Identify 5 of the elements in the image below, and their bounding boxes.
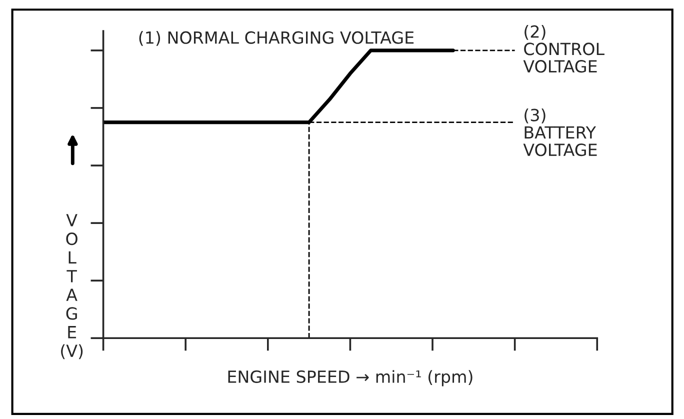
- chart-title: (1) NORMAL CHARGING VOLTAGE: [139, 31, 414, 46]
- y-axis-title: VOLTAGE (V): [61, 214, 83, 360]
- x-axis-title: ENGINE SPEED → min⁻¹ (rpm): [228, 370, 472, 386]
- annotation: (3) BATTERY VOLTAGE: [523, 108, 597, 156]
- annotation: (2) CONTROL VOLTAGE: [523, 24, 604, 73]
